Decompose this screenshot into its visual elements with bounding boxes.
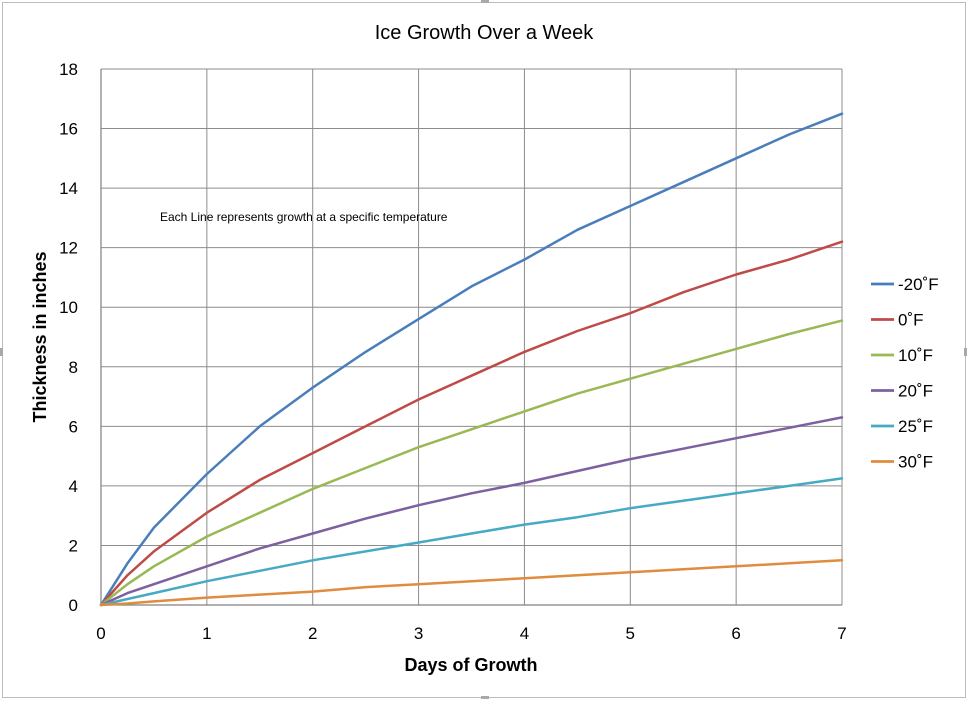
series-line — [99, 559, 844, 607]
legend-label: 20˚F — [898, 382, 933, 401]
series-line — [99, 477, 844, 607]
x-axis-title: Days of Growth — [404, 655, 537, 675]
y-tick-label: 14 — [59, 179, 78, 198]
y-tick-label: 18 — [59, 60, 78, 79]
y-tick-label: 12 — [59, 239, 78, 258]
legend: -20˚F 0˚F 10˚F 20˚F 25˚F 30˚F — [871, 275, 939, 472]
resize-handle-left[interactable] — [0, 348, 3, 356]
legend-label: -20˚F — [898, 275, 939, 294]
y-tick-label: 16 — [59, 120, 78, 139]
x-tick-label: 0 — [96, 624, 105, 643]
legend-label: 25˚F — [898, 417, 933, 436]
resize-handle-top[interactable] — [481, 0, 489, 3]
series-line — [99, 319, 844, 607]
grid — [100, 68, 843, 606]
chart-annotation: Each Line represents growth at a specifi… — [160, 210, 448, 224]
series-line — [99, 240, 844, 607]
series-line — [99, 112, 844, 607]
series-lines — [99, 112, 844, 607]
series-line — [99, 416, 844, 607]
legend-label: 30˚F — [898, 453, 933, 472]
y-tick-label: 4 — [69, 477, 78, 496]
x-tick-label: 2 — [308, 624, 317, 643]
chart-title: Ice Growth Over a Week — [375, 22, 595, 44]
legend-label: 0˚F — [898, 311, 924, 330]
resize-handle-bottom[interactable] — [481, 696, 489, 699]
y-tick-label: 10 — [59, 298, 78, 317]
x-tick-label: 6 — [731, 624, 740, 643]
y-tick-label: 6 — [69, 417, 78, 436]
x-tick-label: 7 — [837, 624, 846, 643]
x-tick-label: 1 — [202, 624, 211, 643]
y-tick-label: 8 — [69, 358, 78, 377]
x-tick-label: 3 — [414, 624, 423, 643]
y-axis-title: Thickness in inches — [30, 251, 50, 422]
resize-handle-right[interactable] — [964, 348, 967, 356]
legend-label: 10˚F — [898, 346, 933, 365]
y-tick-label: 2 — [69, 536, 78, 555]
y-tick-label: 0 — [69, 596, 78, 615]
x-tick-label: 5 — [626, 624, 635, 643]
x-tick-label: 4 — [520, 624, 529, 643]
